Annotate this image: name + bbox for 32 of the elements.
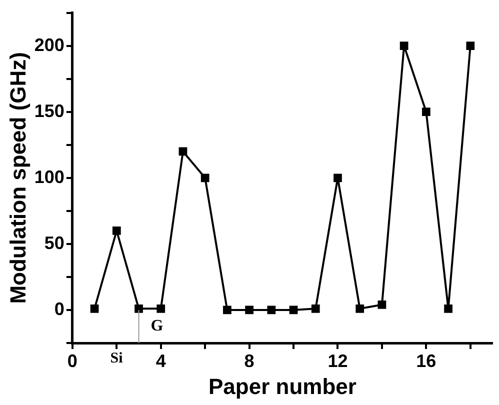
- y-tick-label: 50: [44, 232, 64, 253]
- point: [267, 306, 276, 314]
- point: [178, 147, 188, 156]
- point: [444, 304, 452, 313]
- y-tick-label: 100: [34, 166, 64, 187]
- y-tick-label: 0: [54, 298, 64, 319]
- point: [311, 304, 320, 313]
- point: [90, 304, 99, 313]
- x-tick-label: 4: [156, 350, 166, 371]
- x-tick-label: 8: [244, 350, 254, 371]
- point: [156, 304, 166, 313]
- point: [245, 306, 254, 314]
- point: [422, 108, 430, 116]
- x-tick-label: 0: [67, 350, 78, 371]
- point: [356, 304, 364, 313]
- y-tick-label: 200: [34, 34, 64, 55]
- point: [378, 300, 386, 309]
- point: [400, 42, 408, 50]
- point: [289, 306, 298, 314]
- x-tick-label: 12: [328, 350, 348, 371]
- point: [200, 174, 210, 182]
- point: [466, 42, 475, 50]
- ref-line-label: G: [150, 318, 164, 335]
- point: [334, 174, 342, 182]
- y-axis-title: Modulation speed (GHz): [5, 52, 30, 304]
- point: [223, 306, 232, 314]
- point: [134, 304, 143, 313]
- x-axis-title: Paper number: [208, 374, 357, 399]
- point: [112, 226, 121, 235]
- y-tick-label: 150: [34, 100, 64, 121]
- x-tick-label: 16: [416, 350, 436, 371]
- text: Si: [110, 350, 123, 366]
